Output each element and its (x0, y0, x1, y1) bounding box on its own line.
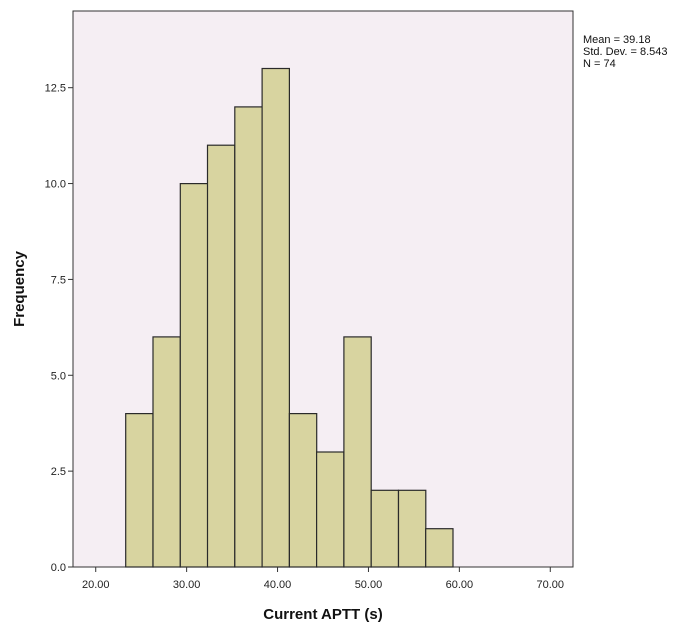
summary-statistics: Mean = 39.18 Std. Dev. = 8.543 N = 74 (583, 34, 668, 70)
histogram-bar-6 (261, 67, 291, 568)
x-tick-label: 30.00 (173, 579, 201, 591)
x-tick-label: 50.00 (355, 579, 383, 591)
histogram-bar-9 (343, 336, 372, 568)
y-tick-label: 5.0 (51, 370, 66, 382)
x-axis-title: Current APTT (s) (263, 606, 382, 623)
y-axis: 0.0 2.5 5.0 7.5 10.0 12.5 (45, 83, 73, 574)
histogram-bar-3 (179, 183, 209, 568)
x-tick-label: 40.00 (264, 579, 292, 591)
y-tick-label: 7.5 (51, 274, 66, 286)
histogram-bar-11 (397, 489, 427, 568)
histogram-bar-12 (425, 528, 454, 568)
stat-mean: Mean = 39.18 (583, 34, 651, 46)
bars-group (125, 67, 454, 568)
histogram-bar-10 (370, 489, 400, 568)
histogram-bar-8 (316, 451, 345, 568)
x-tick-label: 60.00 (446, 579, 474, 591)
y-axis-title: Frequency (11, 250, 28, 327)
y-tick-label: 0.0 (51, 562, 66, 574)
stat-n: N = 74 (583, 58, 616, 70)
histogram-bar-5 (234, 106, 263, 568)
stat-std-dev: Std. Dev. = 8.543 (583, 46, 668, 58)
x-tick-label: 20.00 (82, 579, 110, 591)
histogram-bar-4 (206, 144, 236, 568)
x-axis: 20.00 30.00 40.00 50.00 60.00 70.00 (82, 567, 564, 591)
histogram-bar-7 (288, 413, 318, 568)
y-tick-label: 2.5 (51, 466, 66, 478)
y-tick-label: 10.0 (45, 179, 66, 191)
histogram-bar-2 (152, 336, 181, 568)
x-tick-label: 70.00 (537, 579, 565, 591)
histogram-bar-1 (125, 413, 154, 568)
y-tick-label: 12.5 (45, 83, 66, 95)
